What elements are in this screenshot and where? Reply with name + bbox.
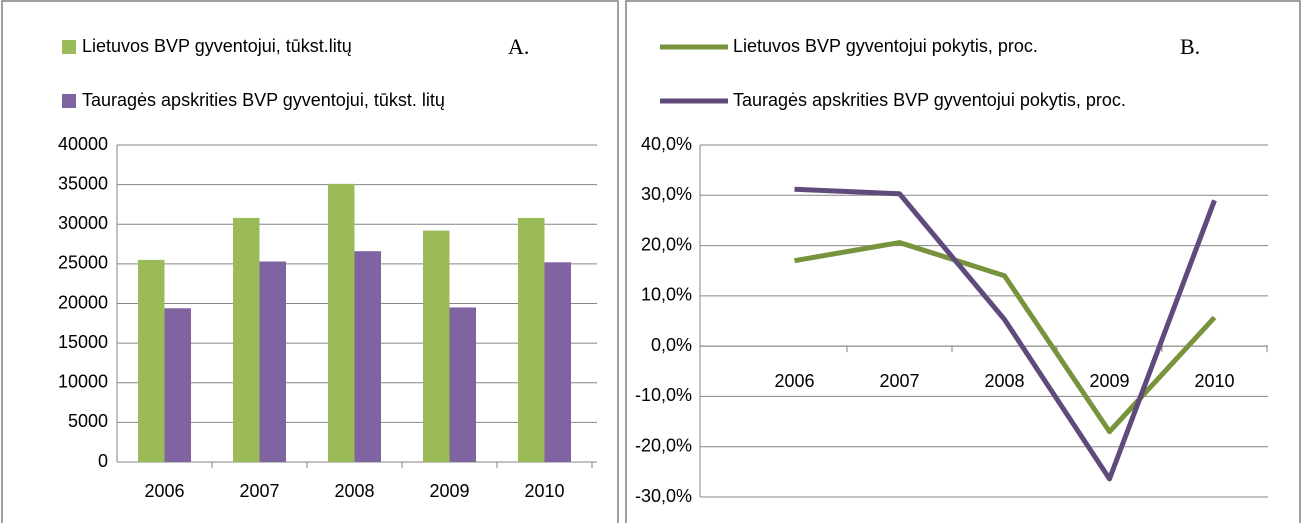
legend-label: Lietuvos BVP gyventojui, tūkst.litų — [82, 36, 352, 56]
y-tick-label: 25000 — [58, 253, 108, 273]
legend-swatch — [62, 40, 76, 54]
y-tick-label: -10,0% — [635, 385, 692, 405]
bar — [423, 230, 450, 462]
x-tick-label: 2008 — [984, 371, 1024, 391]
x-tick-label: 2010 — [524, 481, 564, 501]
y-tick-label: -30,0% — [635, 486, 692, 506]
bar — [518, 217, 545, 462]
x-tick-label: 2007 — [879, 371, 919, 391]
y-tick-label: 15000 — [58, 332, 108, 352]
annotation: B. — [1180, 34, 1200, 59]
bar — [328, 183, 355, 462]
annotation: A. — [508, 34, 529, 59]
x-tick-label: 2006 — [144, 481, 184, 501]
panel-b — [625, 0, 1301, 523]
y-tick-label: 10000 — [58, 372, 108, 392]
y-tick-label: 30,0% — [641, 184, 692, 204]
y-tick-label: 40000 — [58, 134, 108, 154]
y-tick-label: 5000 — [68, 411, 108, 431]
bar — [449, 307, 476, 462]
y-tick-label: 35000 — [58, 173, 108, 193]
bar — [138, 259, 165, 462]
legend-swatch — [62, 94, 76, 108]
y-tick-label: 10,0% — [641, 285, 692, 305]
legend-label: Tauragės apskrities BVP gyventojui, tūks… — [82, 90, 445, 110]
y-tick-label: 0 — [98, 451, 108, 471]
y-tick-label: -20,0% — [635, 435, 692, 455]
x-tick-label: 2008 — [334, 481, 374, 501]
x-tick-label: 2007 — [239, 481, 279, 501]
bar — [164, 308, 191, 462]
y-tick-label: 30000 — [58, 213, 108, 233]
line-series — [794, 186, 1217, 482]
legend-label: Tauragės apskrities BVP gyventojui pokyt… — [733, 90, 1126, 110]
y-tick-label: 40,0% — [641, 134, 692, 154]
line-series — [794, 240, 1217, 435]
y-tick-label: 0,0% — [651, 335, 692, 355]
y-tick-label: 20000 — [58, 292, 108, 312]
legend-label: Lietuvos BVP gyventojui pokytis, proc. — [733, 36, 1038, 56]
bar — [544, 262, 571, 462]
x-tick-label: 2009 — [1089, 371, 1129, 391]
bar — [354, 251, 381, 462]
y-tick-label: 20,0% — [641, 234, 692, 254]
bar — [233, 217, 260, 462]
x-tick-label: 2010 — [1194, 371, 1234, 391]
bar — [259, 261, 286, 462]
x-tick-label: 2009 — [429, 481, 469, 501]
panel-a — [1, 0, 619, 523]
x-tick-label: 2006 — [774, 371, 814, 391]
